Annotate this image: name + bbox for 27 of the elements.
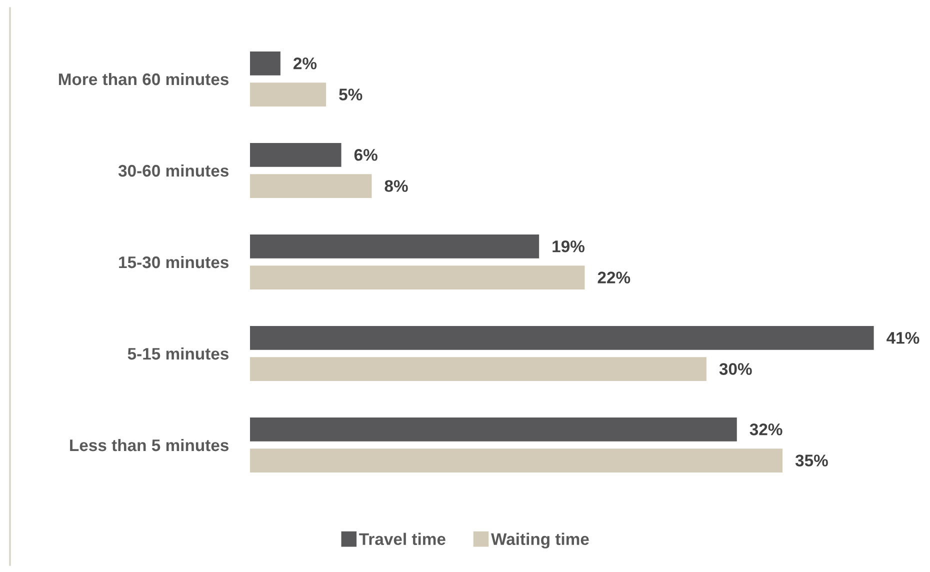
- bar: [250, 82, 326, 107]
- data-label: 35%: [795, 454, 828, 466]
- bar: [250, 234, 540, 258]
- data-label: 2%: [294, 58, 317, 70]
- data-label: 19%: [552, 240, 584, 252]
- bar: [250, 174, 372, 198]
- y-tick-label: More than 60 minutes: [58, 72, 228, 86]
- bar: [250, 51, 280, 76]
- legend-label: Waiting time: [491, 532, 589, 548]
- data-label: 6%: [354, 149, 378, 161]
- bar: [250, 326, 874, 350]
- data-label: 30%: [719, 363, 752, 375]
- bar: [250, 448, 783, 473]
- bar: [250, 266, 585, 290]
- data-label: 8%: [384, 180, 408, 192]
- bar: [250, 417, 737, 442]
- bar: [250, 142, 342, 167]
- data-label: 32%: [750, 424, 782, 436]
- data-label: 22%: [598, 272, 630, 284]
- legend-label: Travel time: [359, 532, 446, 546]
- y-tick-label: 5-15 minutes: [128, 347, 228, 360]
- data-label: 5%: [339, 88, 362, 100]
- data-label: 41%: [886, 332, 920, 344]
- y-tick-label: Less than 5 minutes: [70, 438, 228, 452]
- y-tick-label: 15-30 minutes: [119, 256, 228, 268]
- y-tick-label: 30-60 minutes: [118, 164, 228, 177]
- bar: [250, 357, 706, 382]
